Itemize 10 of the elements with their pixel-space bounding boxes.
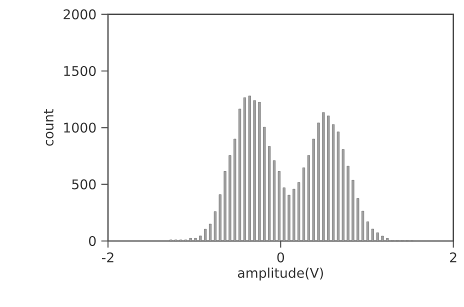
y-tick-label: 0 — [89, 236, 96, 246]
x-tick-label: 0 — [277, 252, 284, 262]
y-tick-label: 2000 — [64, 9, 96, 20]
y-tick-label: 500 — [72, 179, 96, 190]
y-axis-title: count — [44, 109, 54, 146]
y-tick-label: 1000 — [64, 122, 96, 133]
x-tick-label: -2 — [102, 252, 114, 262]
y-tick-label: 1500 — [64, 66, 96, 76]
x-axis-title: amplitude(V) — [238, 268, 323, 281]
x-tick-label: 2 — [450, 252, 456, 262]
